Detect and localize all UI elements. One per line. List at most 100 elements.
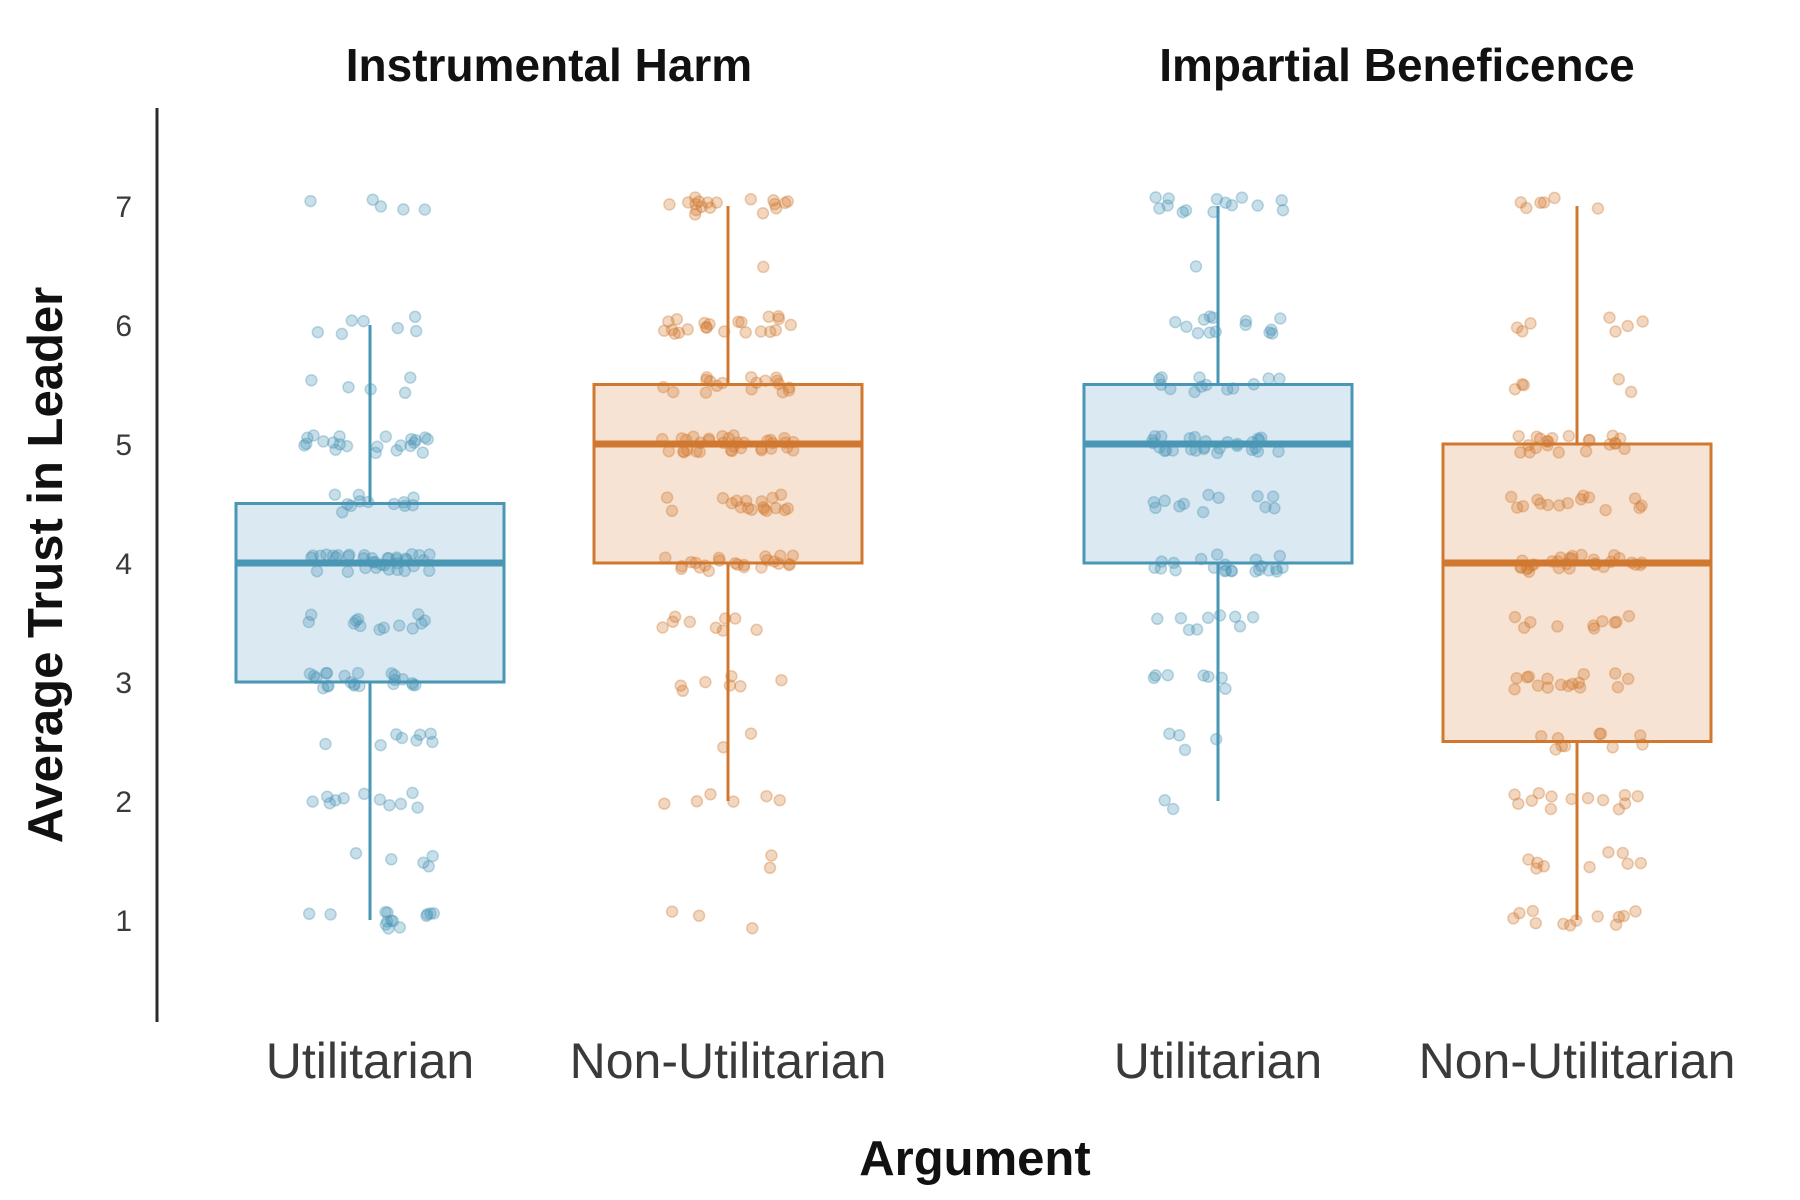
data-point-impartial-beneficence-utilitarian-105	[1190, 623, 1204, 636]
data-point-impartial-beneficence-non-utilitarian-136	[1522, 853, 1535, 866]
data-point-instrumental-harm-non-utilitarian-41	[699, 386, 713, 399]
data-point-instrumental-harm-non-utilitarian-58	[700, 371, 714, 384]
data-point-instrumental-harm-utilitarian-16	[364, 383, 377, 396]
data-point-instrumental-harm-non-utilitarian-6	[663, 198, 676, 211]
data-point-instrumental-harm-non-utilitarian-11	[767, 194, 780, 207]
data-point-impartial-beneficence-non-utilitarian-118	[1558, 739, 1572, 753]
data-point-instrumental-harm-non-utilitarian-112	[786, 549, 800, 562]
data-point-impartial-beneficence-utilitarian-114	[1147, 671, 1161, 685]
data-point-impartial-beneficence-non-utilitarian-95	[1621, 672, 1635, 686]
data-point-instrumental-harm-non-utilitarian-105	[734, 500, 748, 514]
data-point-instrumental-harm-utilitarian-82	[342, 548, 356, 562]
data-point-impartial-beneficence-utilitarian-34	[1262, 372, 1275, 385]
data-point-impartial-beneficence-non-utilitarian-112	[1593, 727, 1606, 741]
data-point-instrumental-harm-non-utilitarian-136	[666, 615, 680, 628]
data-point-instrumental-harm-non-utilitarian-30	[699, 321, 713, 334]
data-point-impartial-beneficence-non-utilitarian-23	[1552, 446, 1566, 459]
data-point-impartial-beneficence-utilitarian-75	[1266, 490, 1280, 503]
data-point-instrumental-harm-utilitarian-93	[304, 608, 318, 622]
data-point-instrumental-harm-utilitarian-126	[426, 735, 439, 749]
y-tick-label-2: 2	[115, 786, 132, 819]
data-point-impartial-beneficence-non-utilitarian-107	[1541, 681, 1554, 694]
data-point-impartial-beneficence-non-utilitarian-98	[1554, 678, 1568, 692]
data-point-instrumental-harm-non-utilitarian-14	[769, 202, 783, 215]
data-point-instrumental-harm-utilitarian-120	[310, 671, 323, 685]
data-point-instrumental-harm-non-utilitarian-160	[692, 909, 706, 922]
data-point-instrumental-harm-non-utilitarian-55	[776, 385, 789, 399]
data-point-instrumental-harm-non-utilitarian-93	[716, 491, 730, 505]
data-point-instrumental-harm-non-utilitarian-83	[690, 445, 703, 458]
data-point-instrumental-harm-non-utilitarian-104	[725, 496, 739, 510]
data-point-instrumental-harm-utilitarian-51	[310, 564, 324, 578]
data-point-impartial-beneficence-utilitarian-102	[1276, 561, 1289, 574]
data-point-instrumental-harm-utilitarian-104	[338, 669, 351, 683]
data-point-instrumental-harm-utilitarian-158	[421, 907, 434, 921]
data-point-instrumental-harm-non-utilitarian-45	[657, 380, 670, 394]
data-point-instrumental-harm-utilitarian-128	[374, 738, 387, 752]
data-point-instrumental-harm-non-utilitarian-28	[732, 315, 745, 329]
data-point-instrumental-harm-non-utilitarian-126	[675, 559, 689, 573]
data-point-impartial-beneficence-utilitarian-100	[1218, 564, 1231, 578]
data-point-impartial-beneficence-non-utilitarian-110	[1549, 743, 1562, 756]
data-point-instrumental-harm-utilitarian-48	[341, 497, 354, 511]
data-point-impartial-beneficence-non-utilitarian-114	[1555, 739, 1569, 753]
data-point-instrumental-harm-non-utilitarian-149	[674, 679, 687, 692]
data-point-impartial-beneficence-non-utilitarian-141	[1616, 846, 1630, 860]
box-impartial-beneficence-utilitarian	[1082, 383, 1354, 565]
data-point-instrumental-harm-non-utilitarian-140	[656, 621, 669, 634]
data-point-impartial-beneficence-utilitarian-101	[1255, 559, 1268, 573]
data-point-instrumental-harm-utilitarian-30	[404, 439, 417, 453]
data-point-instrumental-harm-utilitarian-69	[341, 565, 355, 579]
data-point-impartial-beneficence-utilitarian-106	[1233, 620, 1247, 633]
data-point-impartial-beneficence-non-utilitarian-49	[1628, 492, 1642, 505]
data-point-instrumental-harm-utilitarian-23	[418, 431, 432, 444]
data-point-impartial-beneficence-utilitarian-94	[1167, 556, 1181, 570]
data-point-impartial-beneficence-non-utilitarian-135	[1621, 857, 1634, 870]
data-point-instrumental-harm-utilitarian-159	[427, 907, 441, 920]
data-point-instrumental-harm-utilitarian-101	[409, 678, 422, 692]
data-point-instrumental-harm-non-utilitarian-7	[690, 203, 703, 217]
data-point-impartial-beneficence-non-utilitarian-1	[1514, 196, 1528, 209]
data-point-instrumental-harm-non-utilitarian-111	[782, 557, 796, 571]
y-tick-label-7: 7	[115, 191, 132, 224]
data-point-instrumental-harm-utilitarian-88	[354, 619, 367, 633]
data-point-impartial-beneficence-non-utilitarian-111	[1534, 729, 1548, 743]
data-point-impartial-beneficence-non-utilitarian-137	[1531, 856, 1544, 869]
data-point-instrumental-harm-utilitarian-89	[392, 619, 406, 632]
data-point-instrumental-harm-utilitarian-114	[406, 678, 420, 692]
data-point-impartial-beneficence-non-utilitarian-87	[1587, 619, 1600, 632]
data-point-instrumental-harm-utilitarian-31	[379, 430, 393, 443]
data-point-impartial-beneficence-non-utilitarian-12	[1609, 325, 1622, 338]
data-point-instrumental-harm-non-utilitarian-1	[688, 191, 702, 204]
data-point-impartial-beneficence-non-utilitarian-54	[1516, 499, 1530, 513]
data-point-instrumental-harm-utilitarian-45	[398, 499, 412, 513]
data-point-instrumental-harm-non-utilitarian-90	[677, 445, 690, 458]
data-point-impartial-beneficence-non-utilitarian-102	[1531, 679, 1545, 692]
data-point-instrumental-harm-utilitarian-133	[320, 790, 334, 803]
data-point-instrumental-harm-non-utilitarian-154	[773, 793, 786, 807]
data-point-instrumental-harm-utilitarian-129	[424, 727, 437, 740]
data-point-impartial-beneficence-utilitarian-22	[1203, 326, 1216, 339]
data-point-instrumental-harm-utilitarian-112	[347, 679, 361, 692]
data-point-impartial-beneficence-non-utilitarian-81	[1607, 548, 1621, 562]
data-point-impartial-beneficence-utilitarian-112	[1174, 611, 1188, 625]
data-point-instrumental-harm-utilitarian-134	[373, 793, 387, 806]
data-point-instrumental-harm-non-utilitarian-156	[658, 797, 671, 810]
data-point-impartial-beneficence-non-utilitarian-4	[1591, 202, 1605, 215]
data-point-instrumental-harm-utilitarian-157	[424, 907, 437, 920]
data-point-impartial-beneficence-utilitarian-123	[1172, 729, 1186, 742]
data-point-impartial-beneficence-utilitarian-79	[1149, 501, 1162, 515]
data-point-impartial-beneficence-utilitarian-25	[1266, 327, 1279, 340]
data-point-instrumental-harm-utilitarian-143	[426, 849, 439, 863]
data-point-impartial-beneficence-non-utilitarian-38	[1583, 433, 1596, 447]
data-point-impartial-beneficence-utilitarian-37	[1221, 383, 1234, 396]
data-point-impartial-beneficence-non-utilitarian-128	[1525, 794, 1539, 807]
data-point-instrumental-harm-non-utilitarian-137	[668, 610, 682, 623]
data-point-impartial-beneficence-utilitarian-71	[1259, 500, 1272, 514]
data-point-impartial-beneficence-non-utilitarian-149	[1526, 904, 1540, 918]
data-point-impartial-beneficence-non-utilitarian-52	[1599, 503, 1612, 517]
data-point-impartial-beneficence-utilitarian-77	[1202, 488, 1215, 502]
data-point-instrumental-harm-non-utilitarian-4	[701, 196, 714, 209]
data-point-instrumental-harm-non-utilitarian-17	[744, 193, 758, 206]
data-point-instrumental-harm-non-utilitarian-15	[703, 201, 717, 214]
